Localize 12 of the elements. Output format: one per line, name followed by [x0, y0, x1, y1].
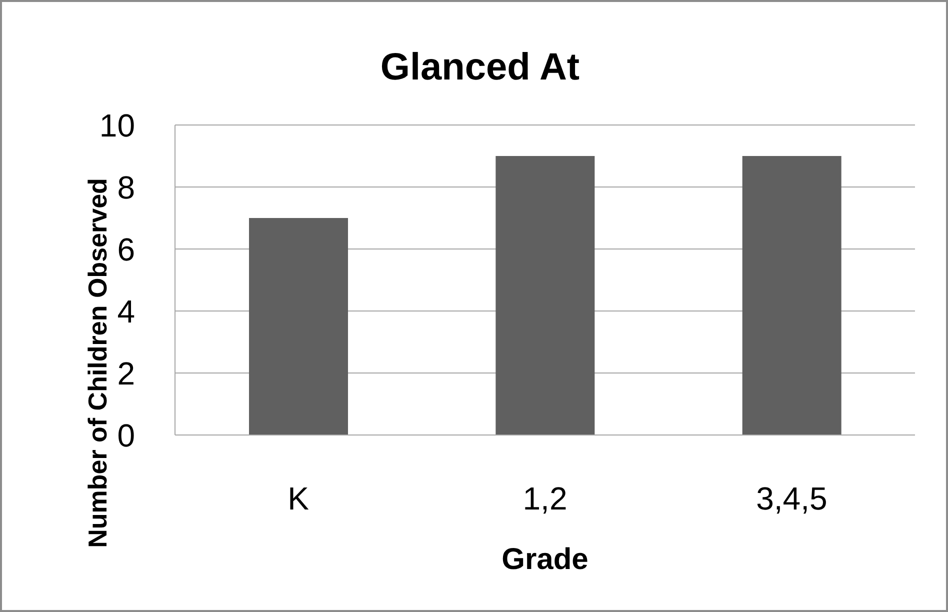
y-tick-label: 6	[117, 231, 135, 268]
y-tick-label: 10	[99, 107, 135, 144]
y-tick-label: 2	[117, 355, 135, 392]
y-tick-label: 4	[117, 293, 135, 330]
y-tick-label: 8	[117, 169, 135, 206]
x-tick-label: 3,4,5	[756, 480, 828, 517]
x-axis-title: Grade	[502, 543, 588, 577]
x-tick-label: 1,2	[522, 480, 568, 517]
y-axis-title: Number of Children Observed	[82, 178, 113, 548]
chart-title: Glanced At	[380, 46, 580, 90]
y-tick-label: 0	[117, 417, 135, 454]
x-tick-label: K	[288, 480, 310, 517]
